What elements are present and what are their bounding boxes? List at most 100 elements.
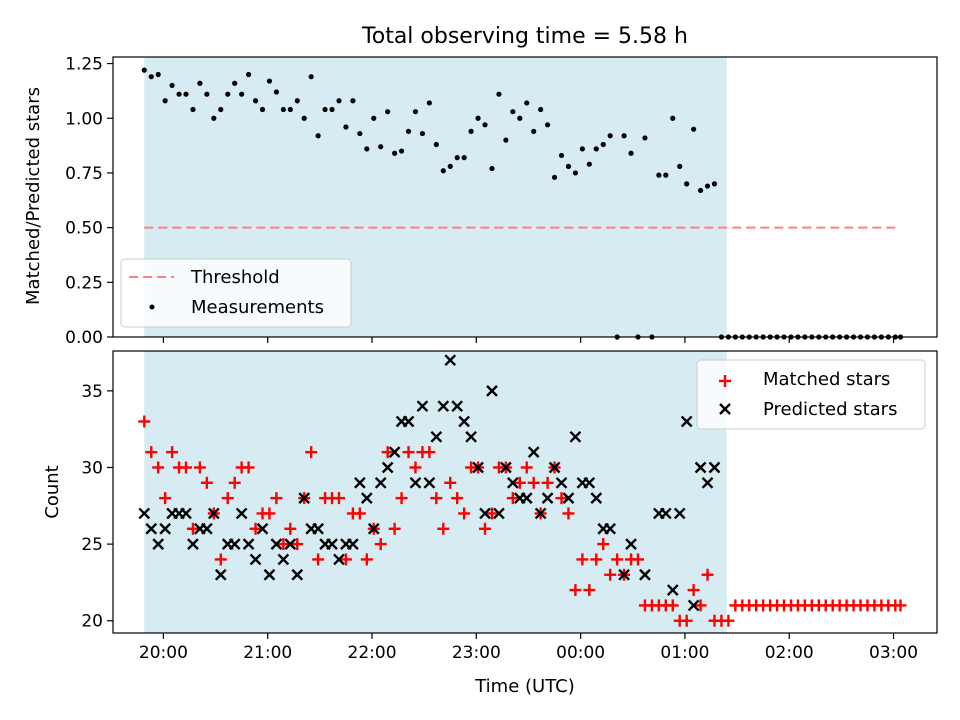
measurement-point	[621, 133, 627, 139]
predicted-star-point	[423, 476, 436, 489]
measurement-point	[252, 98, 259, 104]
matched-star-point	[631, 553, 644, 566]
matched-star-point	[388, 522, 401, 535]
measurement-point	[329, 106, 335, 113]
measurement-point	[218, 106, 224, 113]
y-tick-label: 30	[81, 458, 103, 478]
matched-star-point	[200, 476, 213, 489]
measurement-point	[454, 155, 460, 161]
predicted-star-point	[680, 415, 693, 428]
predicted-star-point	[291, 568, 304, 581]
top-panel: 0.00 0.25 0.50 0.75 1.00 1.25 Matched/Predict…	[23, 55, 938, 348]
matched-star-point	[332, 492, 345, 505]
top-y-axis-label: Matched/Predicted stars	[23, 87, 44, 305]
matched-star-point	[353, 507, 366, 520]
predicted-star-point	[694, 461, 707, 474]
measurement-point	[447, 163, 453, 169]
predicted-star-point	[270, 538, 283, 550]
measurement-point	[593, 146, 599, 152]
matched-star-point	[409, 461, 422, 474]
matched-star-point	[437, 522, 450, 535]
measurement-point	[148, 74, 154, 80]
bottom-observing-window	[144, 351, 727, 633]
measurement-point	[155, 71, 161, 78]
measurement-point	[544, 122, 551, 128]
matched-star-point	[374, 538, 387, 551]
measurement-point	[273, 89, 280, 95]
predicted-star-point	[284, 538, 297, 550]
matched-star-point	[138, 415, 151, 428]
matched-star-point	[291, 538, 304, 551]
x-tick-label: 23:00	[452, 643, 501, 663]
measurement-point	[357, 130, 363, 137]
predicted-star-point	[437, 400, 450, 413]
matched-star-point	[339, 553, 352, 566]
predicted-star-point	[701, 476, 714, 489]
measurement-point	[350, 98, 356, 104]
measurement-point	[677, 163, 683, 169]
x-tick-label: 01:00	[660, 643, 709, 663]
measurement-point	[197, 80, 203, 86]
matched-star-point	[360, 553, 373, 566]
predicted-star-point	[562, 492, 575, 504]
matched-star-point	[186, 522, 199, 535]
measurement-point	[551, 174, 558, 180]
measurement-point	[628, 150, 634, 156]
predicted-star-point	[201, 522, 213, 535]
predicted-star-point	[673, 507, 686, 520]
y-tick-label: 35	[81, 382, 103, 402]
measurement-point	[482, 122, 488, 128]
measurement-point	[225, 91, 231, 97]
chart-title: Total observing time = 5.58 h	[361, 24, 688, 49]
matched-star-point	[145, 446, 158, 459]
predicted-star-point	[347, 538, 359, 550]
matched-star-point	[263, 507, 276, 520]
measurement-point	[378, 144, 384, 150]
matched-star-point	[894, 599, 907, 612]
matched-star-point	[270, 492, 283, 505]
predicted-star-point	[479, 507, 491, 520]
top-axes-frame	[112, 56, 938, 338]
predicted-star-point	[228, 538, 241, 550]
x-tick-label: 22:00	[348, 643, 397, 663]
measurement-point	[461, 155, 467, 161]
measurement-point	[322, 106, 328, 113]
matched-star-point	[395, 492, 408, 505]
measurement-point	[385, 109, 391, 115]
matched-star-point	[430, 492, 443, 505]
predicted-star-point	[430, 430, 443, 443]
predicted-star-point	[277, 553, 290, 566]
predicted-star-point	[465, 430, 477, 443]
measurement-point	[398, 148, 405, 154]
predicted-star-point	[618, 568, 630, 581]
matched-star-point	[520, 461, 533, 474]
measurement-point	[211, 115, 217, 121]
measurement-point	[572, 170, 579, 176]
predicted-star-point	[207, 507, 220, 520]
measurement-point	[266, 78, 273, 84]
matched-star-point	[284, 522, 297, 535]
measurement-point	[239, 91, 245, 97]
matched-star-point	[381, 446, 394, 459]
matched-star-point	[242, 461, 255, 474]
measurement-point	[468, 128, 474, 134]
matched-star-point	[221, 492, 234, 505]
measurement-point	[190, 106, 196, 113]
measurement-point	[663, 172, 669, 178]
measurement-point	[169, 82, 175, 89]
measurement-point	[315, 133, 321, 139]
predicted-star-point	[214, 568, 227, 581]
measurement-point	[691, 126, 697, 132]
matched-star-point	[590, 553, 603, 566]
matched-star-point	[604, 568, 617, 581]
measurement-point	[586, 161, 592, 167]
predicted-star-point	[242, 538, 255, 550]
measurement-point	[503, 137, 509, 143]
matched-star-point	[312, 553, 325, 566]
y-tick-label: 25	[81, 535, 103, 555]
measurement-point	[711, 181, 718, 187]
bottom-panel: 20 25 30 35 20:00 21:00 22:00 23:00 00:00 01:00 0…	[42, 350, 938, 697]
y-tick-label: 20	[81, 612, 103, 632]
predicted-star-point	[312, 522, 324, 535]
